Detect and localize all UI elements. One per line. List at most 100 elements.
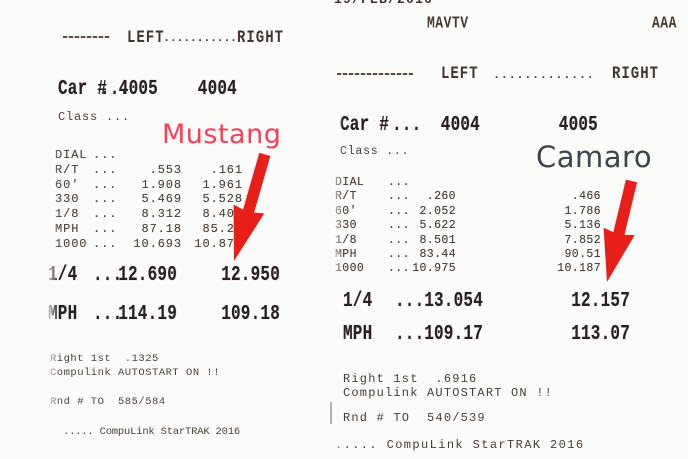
value-right: .466 bbox=[571, 190, 601, 204]
row-dots: ... bbox=[93, 222, 118, 236]
row-dots: ... bbox=[388, 204, 410, 218]
header-rule bbox=[337, 73, 413, 75]
timing-row-60ft: 60' ... 1.908 1.961 bbox=[55, 178, 242, 192]
timing-row-1000: 1000 ... 10.975 10.187 bbox=[335, 262, 601, 276]
sponsor-aaa: AAA bbox=[652, 13, 677, 33]
value-left: .553 bbox=[149, 162, 182, 177]
trap-speed-left: 114.19 bbox=[118, 302, 177, 326]
row-dots: ... bbox=[388, 233, 410, 247]
value-left: 83.44 bbox=[419, 248, 456, 261]
brand-line: ..... CompuLink StarTRAK 2016 bbox=[335, 438, 585, 452]
value-right: 85.27 bbox=[202, 222, 243, 236]
class-line: Class ... bbox=[58, 110, 131, 124]
car-number-right: 4004 bbox=[197, 77, 237, 101]
row-dots: ... bbox=[395, 322, 425, 346]
timing-row-mph: MPH ... 83.44 90.51 bbox=[335, 248, 601, 262]
quarter-et-left: 13.054 bbox=[424, 289, 483, 313]
value-left: 10.693 bbox=[133, 236, 182, 251]
value-left: .260 bbox=[426, 190, 456, 204]
round-number-line: Rnd # TO 585/584 bbox=[50, 396, 166, 408]
row-dots: ... bbox=[100, 77, 130, 101]
row-dots: ... bbox=[93, 263, 123, 287]
row-dots: ... bbox=[93, 192, 118, 207]
value-left: 2.052 bbox=[419, 204, 456, 218]
row-dots: ... bbox=[93, 302, 123, 326]
row-label: 1000 bbox=[55, 236, 88, 251]
timing-row-mph: MPH ... 87.18 85.27 bbox=[55, 222, 242, 236]
value-left: 8.312 bbox=[141, 207, 182, 222]
car-number-left: 4005 bbox=[118, 77, 158, 101]
header-dots: ............. bbox=[493, 68, 595, 82]
date-line: 19/FEB/2016 bbox=[334, 0, 433, 7]
row-dots: ... bbox=[388, 219, 410, 233]
row-label: 1/4 bbox=[343, 289, 373, 313]
row-dots: ... bbox=[93, 148, 118, 162]
row-label: 60' bbox=[55, 177, 80, 192]
timing-row-60ft: 60' ... 2.052 1.786 bbox=[335, 205, 601, 219]
row-label: Car # bbox=[58, 77, 108, 101]
autostart-line: Compulink AUTOSTART ON !! bbox=[50, 367, 221, 379]
quarter-et-right: 12.157 bbox=[571, 289, 630, 313]
row-dots: ... bbox=[392, 113, 422, 137]
row-label: 330 bbox=[55, 192, 80, 207]
autostart-line: Compulink AUTOSTART ON !! bbox=[343, 386, 554, 400]
row-label: 1/8 bbox=[55, 207, 80, 222]
value-right: .161 bbox=[210, 162, 243, 177]
trap-speed-right: 113.07 bbox=[571, 322, 630, 346]
timing-row-eighth: 1/8 ... 8.501 7.852 bbox=[335, 234, 601, 248]
round-number-line: Rnd # TO 540/539 bbox=[343, 411, 486, 425]
timing-row-dial: DIAL ... bbox=[335, 176, 601, 190]
row-label: MPH bbox=[343, 322, 373, 346]
scan-fade-right bbox=[329, 100, 344, 455]
row-dots: ... bbox=[388, 190, 410, 204]
value-left: 5.469 bbox=[141, 192, 182, 207]
timing-row-330: 330 ... 5.622 5.136 bbox=[335, 219, 601, 233]
lane-header-right: RIGHT bbox=[612, 64, 660, 84]
value-left: 5.622 bbox=[419, 219, 456, 233]
value-right: 8.404 bbox=[202, 207, 243, 222]
row-label: R/T bbox=[55, 162, 80, 177]
lane-header-left: LEFT bbox=[127, 28, 165, 48]
value-left: 87.18 bbox=[141, 222, 182, 236]
timing-row-eighth: 1/8 ... 8.312 8.404 bbox=[55, 207, 242, 221]
timing-row-1000: 1000 ... 10.693 10.879 bbox=[55, 237, 242, 251]
lane-header-right: RIGHT bbox=[237, 28, 285, 48]
value-right: 5.528 bbox=[202, 192, 243, 207]
row-dots: ... bbox=[93, 162, 118, 177]
quarter-et-left: 12.690 bbox=[118, 263, 177, 287]
value-right: 10.879 bbox=[194, 236, 243, 251]
brand-line: ..... CompuLink StarTRAK 2016 bbox=[63, 426, 240, 438]
row-dots: ... bbox=[93, 236, 118, 251]
scan-fade-left bbox=[46, 68, 59, 448]
value-left: 8.501 bbox=[419, 233, 456, 247]
class-line: Class ... bbox=[340, 145, 410, 158]
header-dots: ........... bbox=[163, 31, 237, 45]
row-dots: ... bbox=[93, 177, 118, 192]
sponsor-mavtv: MAVTV bbox=[427, 13, 469, 33]
lane-header-left: LEFT bbox=[441, 64, 479, 84]
camaro-annotation-label: Camaro bbox=[536, 140, 653, 174]
mustang-annotation-label: Mustang bbox=[162, 119, 282, 150]
value-right: 10.187 bbox=[557, 262, 601, 276]
win-margin-line: Right 1st .6916 bbox=[343, 372, 478, 386]
scan-artifact-line bbox=[330, 402, 332, 424]
row-dots: ... bbox=[388, 262, 410, 276]
value-right: 90.51 bbox=[564, 248, 601, 261]
row-dots: ... bbox=[388, 176, 410, 189]
win-margin-line: Right 1st .1325 bbox=[50, 353, 159, 365]
quarter-et-right: 12.950 bbox=[221, 263, 280, 287]
row-dots: ... bbox=[395, 289, 425, 313]
value-left: 10.975 bbox=[412, 262, 456, 276]
car-number-right: 4005 bbox=[558, 113, 598, 137]
timing-row-rt: R/T ... .260 .466 bbox=[335, 190, 601, 204]
row-dots: ... bbox=[388, 248, 410, 261]
row-label: Car # bbox=[340, 113, 390, 137]
row-label: MPH bbox=[55, 222, 80, 236]
header-rule bbox=[63, 36, 110, 38]
row-label: DIAL bbox=[55, 148, 88, 162]
value-right: 7.852 bbox=[564, 233, 601, 247]
trap-speed-left: 109.17 bbox=[424, 322, 483, 346]
value-right: 5.136 bbox=[564, 219, 601, 233]
value-right: 1.961 bbox=[202, 177, 243, 192]
